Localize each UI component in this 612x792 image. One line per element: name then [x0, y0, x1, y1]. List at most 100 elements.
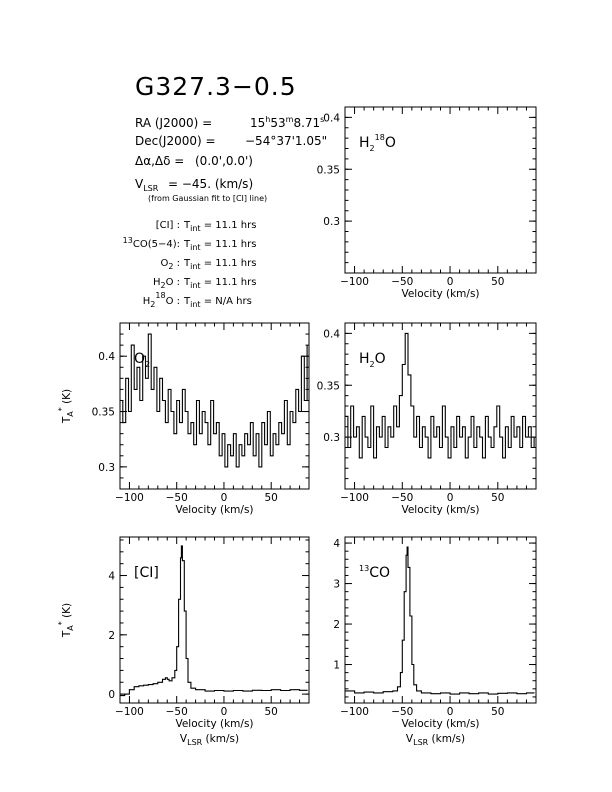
int-line-sub: 2: [150, 300, 155, 309]
y-tick-label: 0.4: [323, 112, 340, 124]
tint-eq: =: [201, 296, 216, 307]
panel-h2-18o: −100 −50 0 50 0.3 0.35 0.4 Velocity (km/s) H218O: [317, 106, 537, 300]
ylabel-t: T: [61, 630, 73, 638]
tint-sub: int: [190, 300, 200, 309]
species-sup: 18: [375, 133, 385, 142]
svg-text:RA (J2000) = 15h53m8.71s: RA (J2000) = 15h53m8.71s: [135, 115, 324, 130]
vlsr-note: (from Gaussian fit to [CI] line): [148, 194, 267, 203]
dec-value: −54°37'1.05": [245, 134, 327, 148]
vlsr-value: = −45. (km/s): [168, 177, 253, 191]
page-title: G327.3−0.5: [135, 72, 297, 101]
info-block: RA (J2000) = 15h53m8.71s Dec(J2000) = −5…: [123, 115, 327, 309]
species-tail: O: [375, 351, 386, 367]
y-tick-label: 0.4: [323, 328, 340, 340]
x-axis-label-vlsr: VLSR (km/s): [180, 733, 239, 747]
int-time-value: 11.1 hrs: [215, 220, 256, 231]
int-time: Tint = 11.1 hrs: [183, 239, 256, 252]
species-sub: 2: [370, 144, 375, 153]
offset-value: (0.0',0.0'): [195, 154, 253, 168]
x-tick-label: 50: [491, 276, 504, 288]
tint-t: T: [183, 277, 191, 288]
tint-t: T: [183, 258, 191, 269]
x-tick-label: −50: [391, 492, 413, 504]
y-tick-label: 0.3: [323, 216, 340, 228]
tint-sub: int: [190, 262, 200, 271]
y-tick-label: 0.35: [317, 164, 340, 176]
vlsr-sub: LSR: [413, 738, 429, 747]
tint-t: T: [183, 239, 191, 250]
vlsr-sub: LSR: [187, 738, 203, 747]
plot-frame: [344, 536, 537, 704]
species-main: O: [134, 351, 145, 367]
x-tick-label: −50: [391, 706, 413, 718]
x-tick-label: −100: [340, 706, 369, 718]
svg-text:Dec(J2000) = −54°37'1.05: Dec(J2000) = −54°37'1.05": [135, 134, 327, 148]
y-tick-label: 0.4: [98, 351, 115, 363]
int-line-name: [CI] :: [156, 220, 180, 231]
species-label: 13CO: [359, 564, 390, 581]
ylabel-sup: *: [57, 407, 66, 411]
y-tick-label: 4: [333, 538, 340, 550]
ylabel-sub: A: [66, 411, 75, 417]
ra-label: RA (J2000) =: [135, 116, 212, 130]
species-main: CO: [369, 565, 390, 581]
vlsr-sub: LSR: [143, 184, 159, 193]
tint-t: T: [183, 220, 191, 231]
int-line-name: H2O :: [153, 277, 180, 290]
int-line-main: [CI] :: [156, 220, 180, 231]
x-axis-label: Velocity (km/s): [175, 504, 253, 516]
tint-eq: =: [201, 239, 216, 250]
int-line-main: O: [160, 258, 168, 269]
int-line-name: O2 :: [160, 258, 180, 271]
int-line-sub: 2: [168, 262, 173, 271]
offset-label: Δα,Δδ =: [135, 154, 184, 168]
x-tick-label: 50: [491, 706, 504, 718]
plot-frame: [119, 536, 310, 704]
panel-13co: −100 −50 0 50 1 2 3 4 Velocity (km/s) VLSR (km/s)…: [333, 536, 537, 747]
ra-sup-h: h: [265, 115, 270, 124]
species-main: H: [359, 135, 370, 151]
x-axis-label: Velocity (km/s): [401, 718, 479, 730]
x-axis-label: Velocity (km/s): [401, 288, 479, 300]
spectrum-line: [345, 332, 535, 459]
int-line-sup: 13: [123, 236, 133, 245]
int-time: Tint = 11.1 hrs: [183, 277, 256, 290]
x-tick-label: 0: [447, 276, 454, 288]
x-tick-label: 50: [491, 492, 504, 504]
species-tail: O: [385, 135, 396, 151]
int-line-tail: O :: [166, 296, 180, 307]
x-tick-label: −100: [115, 706, 144, 718]
x-tick-label: −50: [166, 706, 188, 718]
spectrum-line: [120, 333, 308, 468]
tint-sub: int: [190, 243, 200, 252]
species-sub: 2: [145, 360, 150, 369]
ra-s: 8.71: [293, 116, 320, 130]
tint-sub: int: [190, 281, 200, 290]
spectrum-line: [345, 546, 535, 695]
x-tick-label: −100: [340, 276, 369, 288]
x-tick-label: −100: [115, 492, 144, 504]
panel-h2o: −100 −50 0 50 0.3 0.35 0.4 Velocity (km/s) H2O: [317, 322, 537, 516]
int-time-value: 11.1 hrs: [215, 277, 256, 288]
int-time: Tint = N/A hrs: [183, 296, 252, 309]
x-axis-label-vlsr: VLSR (km/s): [406, 733, 465, 747]
tint-eq: =: [201, 258, 216, 269]
int-line-sub: 2: [160, 281, 165, 290]
vlsr-v: V: [135, 177, 144, 191]
ylabel-t: T: [61, 416, 73, 424]
vlsr-v: V: [406, 733, 414, 745]
y-axis-label: TA* (K): [57, 603, 75, 638]
svg-text:Δα,Δδ = (0.0',0.0'): Δα,Δδ = (0.0',0.0'): [135, 154, 253, 168]
x-tick-label: 0: [447, 492, 454, 504]
y-tick-label: 0.3: [98, 462, 115, 474]
ra-sup-s: s: [320, 115, 324, 124]
int-line-main: H: [143, 296, 151, 307]
y-tick-label: 3: [333, 579, 340, 591]
x-tick-label: 0: [221, 492, 228, 504]
y-tick-label: 0.3: [323, 432, 340, 444]
vlsr-tail: (km/s): [428, 733, 465, 745]
int-time: Tint = 11.1 hrs: [183, 220, 256, 233]
y-tick-label: 0.35: [92, 407, 115, 419]
